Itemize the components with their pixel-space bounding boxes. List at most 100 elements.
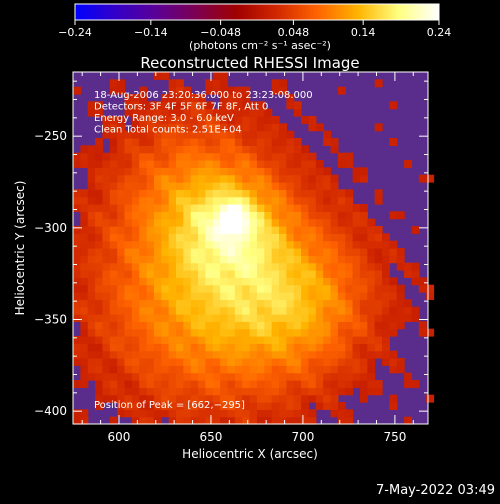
image-pixel [234, 196, 243, 205]
image-pixel [153, 328, 162, 337]
image-pixel [168, 138, 177, 146]
image-pixel [301, 240, 310, 249]
image-pixel [264, 380, 273, 388]
image-pixel [374, 226, 383, 234]
image-pixel [359, 174, 368, 183]
image-pixel [352, 277, 361, 286]
image-pixel [161, 262, 170, 271]
image-pixel [220, 255, 229, 264]
image-pixel [80, 270, 89, 278]
image-pixel [256, 387, 265, 396]
image-pixel [168, 123, 177, 132]
image-pixel [418, 321, 427, 330]
image-pixel [153, 380, 162, 388]
image-pixel [264, 350, 273, 359]
image-pixel [153, 365, 162, 374]
image-pixel [131, 372, 140, 381]
image-pixel [124, 130, 133, 139]
image-pixel [249, 350, 258, 359]
image-pixel [264, 233, 273, 242]
image-pixel [293, 211, 302, 220]
image-pixel [308, 350, 317, 359]
image-pixel [264, 204, 273, 212]
image-pixel [352, 262, 361, 271]
image-pixel [242, 372, 251, 381]
image-pixel [389, 314, 398, 322]
image-pixel [301, 233, 310, 242]
image-pixel [87, 174, 96, 183]
image-pixel [301, 277, 310, 286]
image-pixel [220, 94, 229, 102]
image-pixel [139, 262, 148, 271]
image-pixel [102, 387, 111, 396]
image-pixel [279, 409, 287, 418]
image-pixel [124, 182, 133, 190]
image-pixel [212, 314, 221, 322]
image-pixel [168, 299, 177, 308]
image-pixel [205, 218, 214, 227]
image-pixel [271, 211, 280, 220]
image-pixel [308, 196, 317, 205]
image-pixel [212, 284, 221, 293]
image-pixel [176, 255, 184, 264]
image-pixel [352, 218, 361, 227]
image-pixel [146, 328, 155, 337]
image-pixel [426, 174, 435, 183]
image-pixel [234, 160, 243, 168]
image-pixel [183, 277, 192, 286]
image-pixel [301, 262, 310, 271]
image-pixel [315, 174, 324, 183]
image-pixel [220, 262, 229, 271]
image-pixel [279, 350, 287, 359]
image-pixel [124, 218, 133, 227]
image-pixel [212, 233, 221, 242]
image-pixel [153, 167, 162, 176]
image-pixel [256, 336, 265, 344]
image-pixel [256, 152, 265, 161]
image-pixel [87, 350, 96, 359]
image-pixel [242, 336, 251, 344]
image-pixel [212, 196, 221, 205]
image-pixel [146, 226, 155, 234]
image-pixel [367, 248, 376, 256]
image-pixel [367, 336, 376, 344]
image-pixel [279, 270, 287, 278]
image-pixel [109, 240, 118, 249]
image-pixel [279, 138, 287, 146]
image-pixel [315, 292, 324, 300]
image-pixel [330, 402, 339, 410]
image-pixel [352, 314, 361, 322]
image-pixel [256, 343, 265, 352]
image-pixel [293, 226, 302, 234]
image-pixel [139, 123, 148, 132]
image-pixel [205, 387, 214, 396]
colorbar-unit-label: (photons cm⁻² s⁻¹ asec⁻²) [189, 39, 331, 52]
image-pixel [293, 292, 302, 300]
image-pixel [212, 350, 221, 359]
image-pixel [176, 116, 184, 124]
image-pixel [271, 152, 280, 161]
image-pixel [153, 402, 162, 410]
image-pixel [131, 174, 140, 183]
image-pixel [352, 380, 361, 388]
image-pixel [131, 116, 140, 124]
image-pixel [293, 387, 302, 396]
image-pixel [234, 372, 243, 381]
image-pixel [227, 365, 236, 374]
image-pixel [117, 218, 126, 227]
image-pixel [271, 350, 280, 359]
image-pixel [293, 138, 302, 146]
image-pixel [95, 343, 104, 352]
image-pixel [271, 189, 280, 198]
image-pixel [205, 394, 214, 403]
image-pixel [389, 211, 398, 220]
image-pixel [286, 248, 295, 256]
image-pixel [315, 160, 324, 168]
image-pixel [352, 321, 361, 330]
image-pixel [404, 270, 413, 278]
image-pixel [337, 402, 346, 410]
image-pixel [146, 306, 155, 315]
image-pixel [168, 145, 177, 154]
image-pixel [124, 189, 133, 198]
